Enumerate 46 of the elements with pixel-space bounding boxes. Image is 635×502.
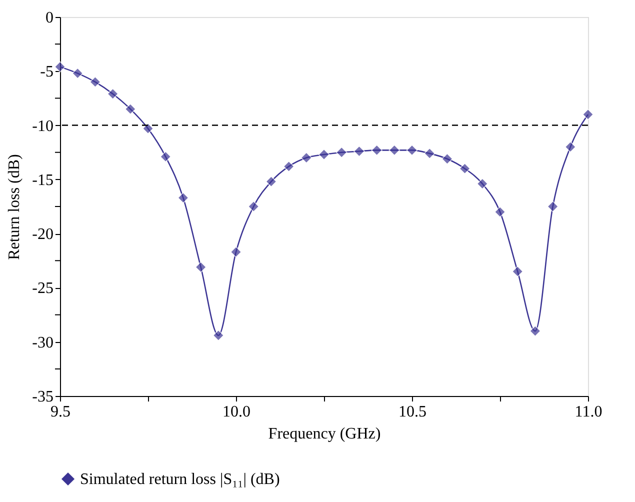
- y-axis-title: Return loss (dB): [6, 154, 24, 260]
- point: [90, 76, 101, 88]
- point: [283, 160, 294, 172]
- point: [195, 261, 206, 273]
- x-tick-label: 11.0: [574, 404, 602, 420]
- y-tick-label: -20: [32, 226, 54, 244]
- point: [124, 103, 136, 115]
- point: [230, 246, 242, 258]
- y-tick-label: -10: [32, 118, 54, 135]
- point: [142, 122, 154, 134]
- point: [371, 144, 382, 156]
- point: [494, 206, 506, 218]
- point: [388, 144, 400, 156]
- y-tick-label: -25: [32, 280, 54, 298]
- x-tick-label: 10.5: [398, 404, 426, 420]
- point: [476, 178, 488, 190]
- point: [212, 330, 224, 342]
- point: [354, 146, 365, 157]
- x-tick-label: 10.0: [222, 404, 250, 420]
- point: [318, 148, 330, 160]
- point: [406, 144, 418, 156]
- point: [582, 108, 594, 120]
- y-tick-label: -30: [32, 334, 54, 352]
- legend-label: Simulated return loss |S₁₁| (dB): [80, 471, 280, 488]
- point: [160, 151, 172, 162]
- point: [530, 325, 541, 337]
- point: [424, 148, 436, 160]
- point: [564, 141, 576, 153]
- point: [512, 266, 524, 278]
- point: [442, 153, 453, 164]
- point: [178, 192, 189, 204]
- point: [72, 68, 84, 79]
- y-tick-label: 0: [46, 10, 54, 26]
- point: [54, 61, 66, 72]
- point: [459, 162, 470, 174]
- point: [248, 200, 260, 212]
- point: [266, 176, 277, 188]
- y-tick-label: -35: [32, 388, 54, 406]
- point: [107, 88, 118, 100]
- x-axis-title: Frequency (GHz): [268, 426, 381, 442]
- point: [300, 152, 312, 164]
- y-tick-label: -15: [32, 172, 54, 189]
- x-tick-label: 9.5: [50, 404, 70, 420]
- point: [547, 200, 558, 212]
- y-tick-label: -5: [40, 64, 54, 81]
- point: [336, 146, 348, 158]
